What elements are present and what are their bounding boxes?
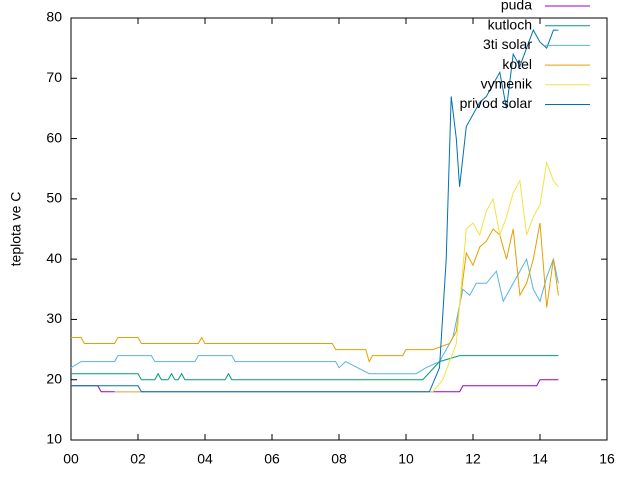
series-line	[71, 355, 559, 381]
x-tick-label: 00	[63, 451, 79, 467]
x-tick-label: 02	[130, 451, 146, 467]
series-line	[71, 28, 559, 393]
y-tick-label: 70	[46, 69, 62, 85]
y-tick-label: 20	[46, 370, 62, 386]
x-tick-label: 14	[532, 451, 548, 467]
x-tick-label: 08	[331, 451, 347, 467]
x-tick-label: 10	[398, 451, 414, 467]
y-axis-label: teplota ve C	[8, 192, 24, 267]
series-line	[114, 160, 559, 393]
x-tick-label: 04	[197, 451, 213, 467]
y-tick-label: 60	[46, 129, 62, 145]
legend-label: privod solar	[460, 95, 533, 111]
legend-label: kotel	[502, 56, 532, 72]
y-tick-label: 50	[46, 190, 62, 206]
legend-label: 3ti solar	[483, 36, 532, 52]
series-line	[70, 257, 559, 375]
legend-label: vymenik	[481, 76, 533, 92]
x-tick-label: 16	[599, 451, 615, 467]
series-line	[71, 379, 559, 393]
y-tick-label: 30	[46, 310, 62, 326]
legend-label: kutloch	[488, 16, 532, 32]
y-tick-label: 10	[46, 431, 62, 447]
y-tick-label: 80	[46, 9, 62, 25]
x-tick-label: 06	[264, 451, 280, 467]
legend-label: puda	[501, 0, 532, 13]
x-tick-label: 12	[465, 451, 481, 467]
series-line	[71, 222, 559, 363]
y-tick-label: 40	[46, 250, 62, 266]
